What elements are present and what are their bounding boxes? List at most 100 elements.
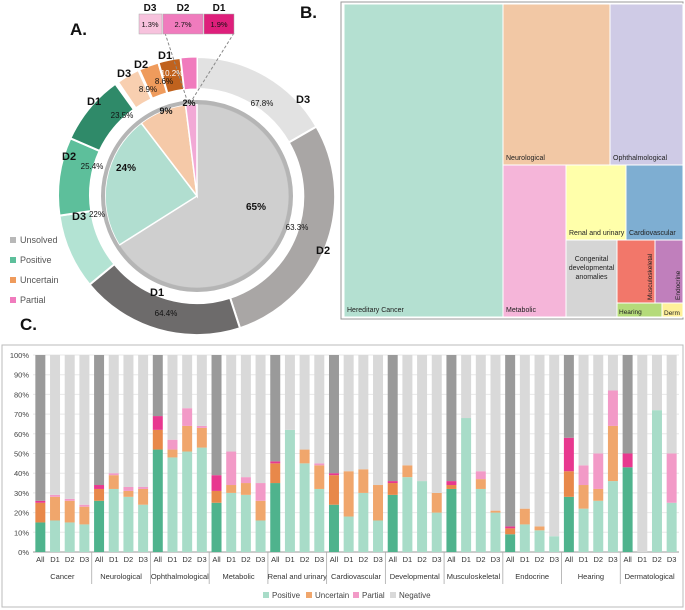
bar-chart-legend: Positive Uncertain Partial Negative bbox=[263, 591, 431, 600]
callout-label-d1: 1.9% bbox=[210, 20, 227, 29]
callout-box-d1 bbox=[203, 13, 235, 35]
x-subgroup-label: D3 bbox=[432, 555, 442, 564]
bar-segment-negative bbox=[475, 355, 486, 472]
bar-segment-uncertain bbox=[108, 475, 119, 489]
x-group-label: Developmental bbox=[390, 572, 440, 581]
bar-segment-partial bbox=[270, 461, 281, 464]
bar-segment-positive bbox=[123, 496, 134, 552]
bar-segment-negative bbox=[64, 355, 75, 499]
bar-segment-partial bbox=[123, 486, 134, 491]
bar-segment-negative bbox=[50, 355, 61, 495]
x-subgroup-label: All bbox=[36, 555, 45, 564]
x-subgroup-label: D2 bbox=[241, 555, 251, 564]
x-subgroup-label: D1 bbox=[285, 555, 295, 564]
x-subgroup-label: All bbox=[389, 555, 398, 564]
bar-segment-partial bbox=[50, 494, 61, 497]
bar-segment-negative bbox=[167, 355, 178, 440]
panel-label-a: A. bbox=[70, 20, 87, 39]
x-subgroup-label: D2 bbox=[535, 555, 545, 564]
bar-segment-partial bbox=[64, 498, 75, 501]
legend-swatch-bar-positive bbox=[263, 592, 269, 598]
bar-segment-positive bbox=[284, 429, 295, 552]
legend-swatch-bar-partial bbox=[353, 592, 359, 598]
tile-renal-urinary bbox=[565, 164, 627, 241]
bar-segment-positive bbox=[622, 467, 633, 552]
x-group-label: Renal and urinary bbox=[268, 572, 327, 581]
bar-segment-negative bbox=[284, 355, 295, 430]
bar-segment-positive bbox=[607, 481, 618, 552]
x-subgroup-label: D1 bbox=[520, 555, 530, 564]
x-subgroup-label: D2 bbox=[124, 555, 134, 564]
bar-segment-positive bbox=[446, 488, 457, 552]
ring-label-uncertain-d3: 8.9% bbox=[139, 85, 157, 94]
bar-segment-uncertain bbox=[211, 490, 222, 503]
bar-segment-partial bbox=[108, 473, 119, 476]
bar-segment-uncertain bbox=[240, 483, 251, 495]
bar-segment-partial bbox=[666, 453, 677, 503]
bar-segment-uncertain bbox=[79, 506, 90, 525]
bar-segment-negative bbox=[314, 355, 325, 464]
x-subgroup-label: All bbox=[623, 555, 632, 564]
tile-endocrine bbox=[654, 239, 684, 304]
bar-segment-uncertain bbox=[373, 485, 384, 521]
bar-segment-negative bbox=[607, 355, 618, 391]
pie-positive bbox=[104, 121, 199, 247]
bar-segment-negative bbox=[431, 355, 442, 493]
tile-label-metabolic: Metabolic bbox=[506, 307, 536, 314]
bar-segment-positive bbox=[534, 530, 545, 552]
bar-segment-positive bbox=[343, 516, 354, 552]
bar-segment-uncertain bbox=[255, 500, 266, 521]
bar-segment-uncertain bbox=[534, 526, 545, 531]
bar-segment-positive bbox=[240, 494, 251, 552]
y-tick-label: 70% bbox=[14, 410, 29, 419]
y-tick-label: 60% bbox=[14, 430, 29, 439]
bar-segment-uncertain bbox=[519, 508, 530, 525]
ring-group-positive-d3: D3 bbox=[72, 211, 86, 223]
tile-musculoskeletal bbox=[616, 239, 656, 304]
bar-segment-partial bbox=[226, 451, 237, 486]
ring-label-unsolved-d1: 64.4% bbox=[155, 309, 178, 318]
bar-segment-negative bbox=[373, 355, 384, 486]
bar-segment-negative bbox=[417, 355, 428, 482]
pie-unsolved bbox=[118, 103, 290, 289]
bar-segment-partial bbox=[255, 483, 266, 501]
panel-a-donut: 65% 24% 9% 2% 67.8% 63.3% 64.4% 22% 25.4… bbox=[10, 3, 337, 337]
bar-segment-negative bbox=[328, 355, 339, 474]
x-subgroup-label: D2 bbox=[359, 555, 369, 564]
legend-swatch-bar-uncertain bbox=[306, 592, 312, 598]
bar-segment-partial bbox=[240, 477, 251, 484]
bar-segment-negative bbox=[578, 355, 589, 466]
bar-segment-positive bbox=[578, 508, 589, 552]
bar-segment-negative bbox=[534, 355, 545, 527]
panel-b-treemap: Hereditary Cancer Neurological Ophthalmo… bbox=[340, 1, 684, 320]
x-subgroup-label: D3 bbox=[80, 555, 90, 564]
tile-label-renal-urinary: Renal and urinary bbox=[569, 230, 625, 237]
ring-label-uncertain-d1: 10.2% bbox=[161, 69, 184, 78]
bar-segment-positive bbox=[255, 520, 266, 552]
ring-label-positive-d2: 25.4% bbox=[81, 162, 104, 171]
ring-label-unsolved-d2: 63.3% bbox=[286, 223, 309, 232]
bar-segment-uncertain bbox=[270, 463, 281, 484]
bar-segment-uncertain bbox=[402, 465, 413, 478]
x-group-label: Hearing bbox=[578, 572, 604, 581]
x-subgroup-label: D2 bbox=[652, 555, 662, 564]
bar-segment-partial bbox=[622, 453, 633, 468]
x-subgroup-label: D2 bbox=[593, 555, 603, 564]
bar-segment-partial bbox=[607, 390, 618, 426]
bar-segment-uncertain bbox=[226, 485, 237, 493]
bar-segment-uncertain bbox=[50, 496, 61, 521]
legend-label-bar-negative: Negative bbox=[399, 591, 431, 600]
bar-segment-uncertain bbox=[578, 485, 589, 509]
x-subgroup-label: All bbox=[330, 555, 339, 564]
bar-segment-partial bbox=[35, 500, 46, 503]
bar-segment-negative bbox=[461, 355, 472, 419]
tile-label-hearing: Hearing bbox=[619, 309, 642, 316]
x-subgroup-label: D3 bbox=[608, 555, 618, 564]
bar-segment-partial bbox=[94, 485, 105, 489]
bar-segment-positive bbox=[475, 488, 486, 552]
bar-segment-positive bbox=[563, 496, 574, 552]
bar-segment-positive bbox=[505, 534, 516, 552]
bar-segment-uncertain bbox=[328, 475, 339, 505]
x-subgroup-label: All bbox=[506, 555, 515, 564]
bar-segment-positive bbox=[94, 500, 105, 552]
